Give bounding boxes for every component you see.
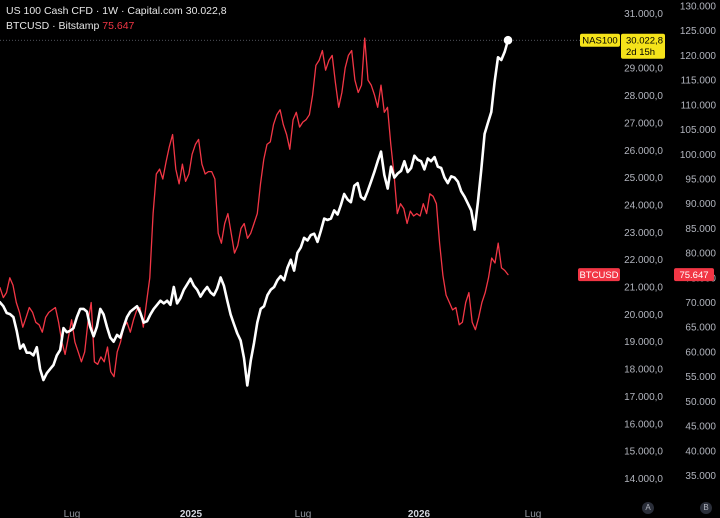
left-axis-tick: 25.000,0 <box>624 173 663 184</box>
right-axis-tick: 65.000 <box>685 323 716 334</box>
left-axis-tick: 26.000,0 <box>624 146 663 157</box>
left-axis-tick: 24.000,0 <box>624 200 663 211</box>
left-axis-tick: 31.000,0 <box>624 9 663 20</box>
nas100-name-tag <box>580 33 620 47</box>
left-axis-tick: 22.000,0 <box>624 255 663 266</box>
legend-row-btcusd: BTCUSD · Bitstamp 75.647 <box>6 19 227 34</box>
right-axis-tick: 80.000 <box>685 249 716 260</box>
right-axis-tick: 45.000 <box>685 422 716 433</box>
right-axis-tick: 50.000 <box>685 397 716 408</box>
right-axis-tick: 60.000 <box>685 347 716 358</box>
right-axis-tick: 120.000 <box>680 51 717 62</box>
btcusd-name-tag <box>578 268 620 282</box>
x-axis-tick: Lug <box>64 509 81 518</box>
left-axis-tick: 15.000,0 <box>624 447 663 458</box>
nas100-name-tag-text: NAS100 <box>582 36 617 47</box>
right-axis-tick: 95.000 <box>685 174 716 185</box>
x-axis-tick: Lug <box>295 509 312 518</box>
chart-legend: US 100 Cash CFD · 1W · Capital.com 30.02… <box>6 4 227 34</box>
legend-nas100-label: US 100 Cash CFD · 1W · Capital.com <box>6 5 183 17</box>
x-axis-tick: 2025 <box>180 509 203 518</box>
right-axis-tick: 100.000 <box>680 150 717 161</box>
nas100-last-point <box>503 35 513 45</box>
scale-a-badge[interactable]: A <box>642 502 654 514</box>
right-axis-tick: 125.000 <box>680 26 717 37</box>
nas100-price-tag-value: 30.022,8 <box>626 36 663 47</box>
btcusd-price-tag <box>674 268 714 282</box>
left-axis-tick: 21.000,0 <box>624 283 663 294</box>
right-axis-tick: 110.000 <box>681 100 717 111</box>
left-axis-tick: 19.000,0 <box>624 337 663 348</box>
right-axis-tick: 115.000 <box>681 76 717 87</box>
left-axis-tick: 17.000,0 <box>624 392 663 403</box>
nas100-countdown: 2d 15h <box>626 47 655 58</box>
legend-row-nas100: US 100 Cash CFD · 1W · Capital.com 30.02… <box>6 4 227 19</box>
right-axis-tick: 40.000 <box>685 446 716 457</box>
right-axis-tick: 105.000 <box>680 125 717 136</box>
btcusd-name-tag-text: BTCUSD <box>579 270 618 281</box>
legend-btcusd-value: 75.647 <box>102 20 135 32</box>
nas100-price-tag <box>621 33 665 59</box>
left-axis-tick: 14.000,0 <box>624 474 663 485</box>
right-axis-tick: 130.000 <box>680 2 717 13</box>
left-axis-tick: 28.000,0 <box>624 91 663 102</box>
left-axis-tick: 23.000,0 <box>624 228 663 239</box>
left-axis-tick: 18.000,0 <box>624 365 663 376</box>
scale-b-badge[interactable]: B <box>700 502 712 514</box>
legend-btcusd-label: BTCUSD · Bitstamp <box>6 20 100 32</box>
left-axis-tick: 29.000,0 <box>624 64 663 75</box>
right-axis-tick: 35.000 <box>685 471 716 482</box>
legend-nas100-value: 30.022,8 <box>185 5 227 17</box>
right-axis-tick: 55.000 <box>685 372 716 383</box>
right-axis-tick: 85.000 <box>685 224 716 235</box>
x-axis-tick: 2026 <box>408 509 431 518</box>
btcusd-price-tag-value: 75.647 <box>679 270 708 281</box>
left-axis-tick: 16.000,0 <box>624 419 663 430</box>
right-axis-tick: 70.000 <box>685 298 716 309</box>
x-axis-tick: Lug <box>525 509 542 518</box>
right-axis-tick: 90.000 <box>685 199 716 210</box>
nas100-line <box>0 38 510 387</box>
btcusd-line <box>0 37 509 378</box>
left-axis-tick: 20.000,0 <box>624 310 663 321</box>
left-axis-tick: 27.000,0 <box>624 118 663 129</box>
